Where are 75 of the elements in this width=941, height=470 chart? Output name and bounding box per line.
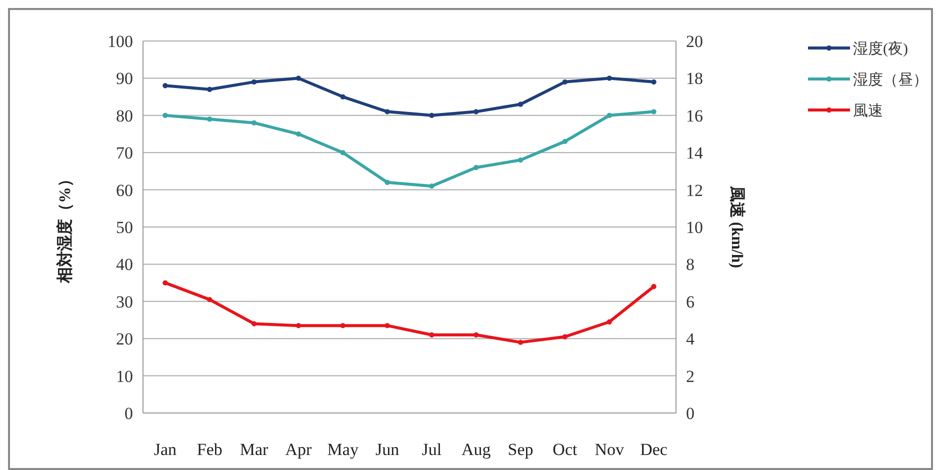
y2-tick-label: 8 xyxy=(686,255,694,274)
x-tick-label: Aug xyxy=(461,440,492,459)
point xyxy=(251,321,257,326)
x-tick-label: Dec xyxy=(640,440,668,459)
y2-tick-label: 14 xyxy=(686,144,704,163)
point xyxy=(251,120,257,126)
y-tick-label: 60 xyxy=(116,180,133,200)
point xyxy=(474,164,479,170)
point xyxy=(340,150,346,156)
point xyxy=(384,322,390,328)
point xyxy=(296,131,302,137)
point xyxy=(429,183,434,189)
x-tick-label: Mar xyxy=(240,440,269,459)
point xyxy=(296,76,302,81)
point xyxy=(340,94,346,100)
point xyxy=(474,332,479,338)
y2-axis-title: 風速 (km/h) xyxy=(728,184,746,268)
y2-tick-label: 20 xyxy=(686,32,703,51)
point xyxy=(384,180,390,185)
point xyxy=(340,322,346,328)
legend-label: 風速 xyxy=(853,102,883,120)
x-tick-label: Oct xyxy=(552,440,578,459)
point xyxy=(162,112,168,118)
y-tick-label: 80 xyxy=(116,106,133,126)
y2-tick-label: 18 xyxy=(686,69,703,88)
y-tick-label: 50 xyxy=(116,218,133,237)
point xyxy=(207,296,212,302)
y-tick-label: 100 xyxy=(108,32,133,51)
y2-tick-label: 16 xyxy=(686,106,703,126)
point xyxy=(162,280,168,286)
point xyxy=(518,340,524,345)
point xyxy=(429,332,434,338)
x-tick-label: Jun xyxy=(375,440,400,459)
y-tick-label: 40 xyxy=(116,255,133,274)
point xyxy=(518,157,524,163)
y-tick-label: 20 xyxy=(116,330,133,349)
y2-tick-label: 6 xyxy=(686,292,694,312)
y2-tick-label: 2 xyxy=(686,366,694,386)
y-tick-label: 0 xyxy=(124,404,133,423)
point xyxy=(651,109,656,114)
point xyxy=(429,112,434,118)
y2-tick-label: 0 xyxy=(686,404,694,423)
point xyxy=(606,112,612,118)
x-tick-label: May xyxy=(327,440,359,459)
x-tick-label: Feb xyxy=(196,440,222,459)
legend-label: 湿度(夜) xyxy=(853,40,908,58)
point xyxy=(474,109,479,114)
point xyxy=(606,76,612,81)
y2-tick-label: 10 xyxy=(686,218,703,237)
point xyxy=(296,322,302,328)
y2-tick-label: 4 xyxy=(686,330,695,349)
point xyxy=(207,86,212,92)
x-tick-label: Nov xyxy=(594,440,625,459)
point xyxy=(518,102,524,107)
y-tick-label: 10 xyxy=(116,366,133,386)
y-axis-title: 相対湿度（%） xyxy=(55,171,74,284)
point xyxy=(562,138,568,144)
point xyxy=(651,79,656,85)
x-tick-label: Apr xyxy=(285,440,312,459)
y-tick-label: 30 xyxy=(116,292,133,312)
point xyxy=(651,284,656,290)
point xyxy=(251,79,257,85)
y-tick-label: 70 xyxy=(116,144,133,163)
y2-tick-label: 12 xyxy=(686,180,703,200)
point xyxy=(562,334,568,340)
point xyxy=(162,83,168,88)
point xyxy=(384,109,390,114)
point xyxy=(562,79,568,85)
x-tick-label: Jul xyxy=(422,440,442,459)
y-tick-label: 90 xyxy=(116,69,133,88)
x-tick-label: Sep xyxy=(508,440,534,459)
legend-label: 湿度（昼） xyxy=(853,71,928,88)
point xyxy=(606,319,612,324)
point xyxy=(207,116,212,122)
x-tick-label: Jan xyxy=(154,440,178,459)
